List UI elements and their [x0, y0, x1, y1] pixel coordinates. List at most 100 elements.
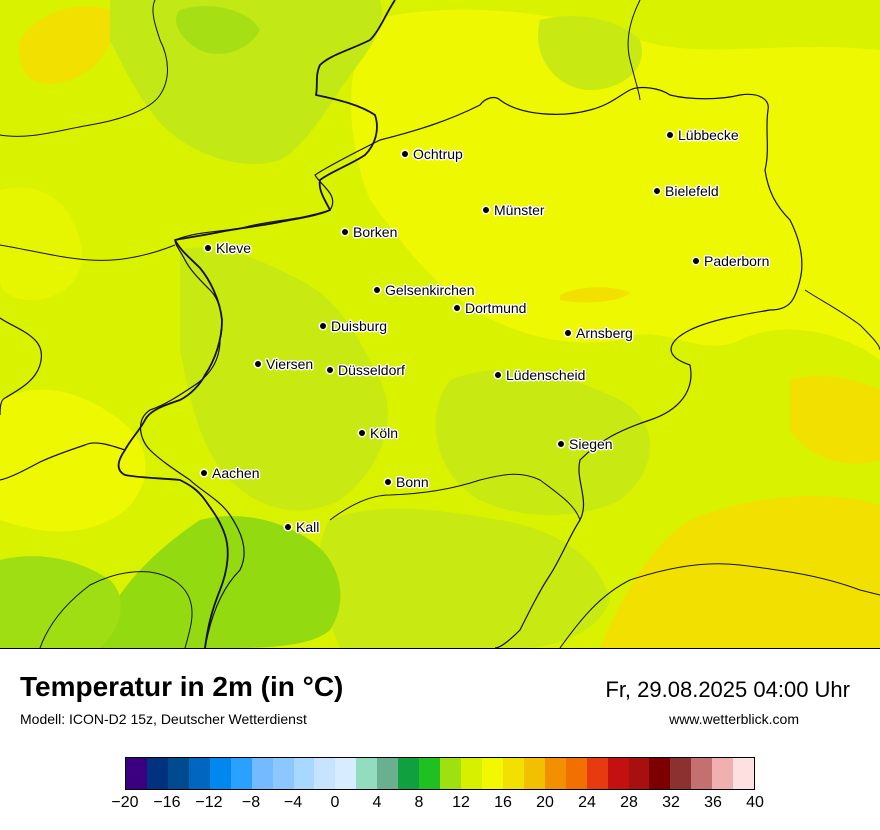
- warm-area-east: [351, 9, 880, 360]
- city-dot-icon: [454, 305, 460, 311]
- colorbar-swatch: [440, 758, 461, 789]
- city-label: Lübbecke: [678, 127, 739, 143]
- city-label: Ochtrup: [413, 146, 463, 162]
- belgium-border: [0, 317, 126, 481]
- city-label: Düsseldorf: [338, 362, 405, 378]
- colorbar-swatch: [733, 758, 755, 789]
- city-dot-icon: [374, 287, 380, 293]
- city-dot-icon: [342, 229, 348, 235]
- city-marker: Lüdenscheid: [495, 367, 585, 383]
- city-marker: Gelsenkirchen: [374, 282, 475, 298]
- city-dot-icon: [255, 361, 261, 367]
- colorbar-tick-label: −16: [153, 794, 181, 811]
- city-label: Dortmund: [465, 300, 527, 316]
- colorbar-tick-label: 16: [494, 794, 512, 811]
- city-marker: Viersen: [255, 356, 313, 372]
- city-marker: Lübbecke: [667, 127, 739, 143]
- cooler-area-ardennes: [0, 556, 121, 648]
- warm-area-southwest: [0, 389, 146, 532]
- colorbar-swatch: [293, 758, 315, 789]
- city-marker: Köln: [359, 425, 398, 441]
- city-label: Kall: [296, 519, 320, 535]
- city-marker: Düsseldorf: [327, 362, 405, 378]
- city-marker: Bielefeld: [654, 183, 719, 199]
- map-title: Temperatur in 2m (in °C): [20, 671, 344, 702]
- colorbar-swatch: [146, 758, 168, 789]
- city-dot-icon: [402, 151, 408, 157]
- colorbar-swatch: [712, 758, 734, 789]
- colorbar-swatch: [461, 758, 482, 789]
- city-dot-icon: [558, 441, 564, 447]
- city-label: Aachen: [212, 465, 260, 481]
- colorbar-swatch: [481, 758, 503, 789]
- netherlands-region-border-2: [0, 244, 176, 261]
- city-label: Siegen: [569, 436, 613, 452]
- colorbar-swatch: [314, 758, 336, 789]
- cooler-area-north: [176, 6, 260, 54]
- colorbar-swatch: [523, 758, 545, 789]
- city-dot-icon: [483, 207, 489, 213]
- colorbar-tick-label: 28: [620, 794, 638, 811]
- city-marker: Siegen: [558, 436, 613, 452]
- colorbar-swatch: [691, 758, 713, 789]
- colorbar-tick-label: −8: [241, 794, 261, 811]
- city-label: Viersen: [266, 356, 314, 372]
- city-marker: Dortmund: [454, 300, 526, 316]
- city-marker: Paderborn: [693, 253, 769, 269]
- city-dot-icon: [495, 372, 501, 378]
- city-marker: Münster: [483, 202, 545, 218]
- city-dot-icon: [201, 470, 207, 476]
- city-label: Paderborn: [704, 253, 770, 269]
- colorbar-tick-label: 24: [578, 794, 596, 811]
- map-footer: Temperatur in 2m (in °C) Modell: ICON-D2…: [0, 649, 880, 830]
- colorbar-tick-label: 36: [704, 794, 722, 811]
- temperature-field: [0, 0, 880, 648]
- cooler-area-eifel: [100, 516, 341, 648]
- borders: [0, 0, 880, 648]
- city-dot-icon: [667, 132, 673, 138]
- hot-area-spot: [560, 287, 630, 303]
- cool-area-north: [538, 16, 642, 91]
- colorbar-swatch: [335, 758, 357, 789]
- colorbar-swatch: [628, 758, 650, 789]
- temperature-colorbar: [125, 757, 755, 790]
- colorbar-swatch: [607, 758, 629, 789]
- city-marker: Arnsberg: [565, 325, 633, 341]
- city-marker: Borken: [342, 224, 397, 240]
- cool-area-center: [180, 247, 388, 511]
- colorbar-swatch: [419, 758, 441, 789]
- city-marker: Kleve: [205, 240, 251, 256]
- city-label: Münster: [494, 202, 545, 218]
- city-marker: Ochtrup: [402, 146, 463, 162]
- forecast-datetime: Fr, 29.08.2025 04:00 Uhr: [605, 677, 850, 702]
- city-dot-icon: [327, 367, 333, 373]
- colorbar-swatch: [649, 758, 671, 789]
- city-marker: Aachen: [201, 465, 259, 481]
- colorbar-tick-label: 8: [414, 794, 424, 811]
- colorbar-swatch: [377, 758, 399, 789]
- cooler-areas: [0, 6, 341, 648]
- city-dot-icon: [320, 323, 326, 329]
- cool-areas: [110, 0, 650, 648]
- city-label: Lüdenscheid: [506, 367, 586, 383]
- city-dot-icon: [565, 330, 571, 336]
- colorbar-tick-label: −20: [111, 794, 139, 811]
- city-dot-icon: [693, 258, 699, 264]
- germany-region-border-east: [559, 0, 880, 648]
- cool-area-south: [319, 508, 610, 648]
- cool-area-northwest: [110, 0, 382, 164]
- colorbar-ticks: −20 −16 −12 −8 −4 0 4 8 12 16 20 24 28 32 36 40: [111, 794, 763, 818]
- city-label: Borken: [353, 224, 398, 240]
- temperature-map: Lübbecke Ochtrup Bielefeld Münster Borke…: [0, 0, 880, 649]
- country-border: [117, 0, 396, 648]
- city-label: Kleve: [216, 240, 252, 256]
- website-label: www.wetterblick.com: [669, 711, 799, 727]
- city-label: Bonn: [396, 474, 429, 490]
- colorbar-swatch: [565, 758, 587, 789]
- hot-area-northwest: [19, 6, 113, 84]
- city-dot-icon: [205, 245, 211, 251]
- city-marker: Bonn: [385, 474, 429, 490]
- luxembourg-area-border: [39, 571, 193, 648]
- colorbar-swatch: [356, 758, 378, 789]
- colorbar-swatch: [188, 758, 210, 789]
